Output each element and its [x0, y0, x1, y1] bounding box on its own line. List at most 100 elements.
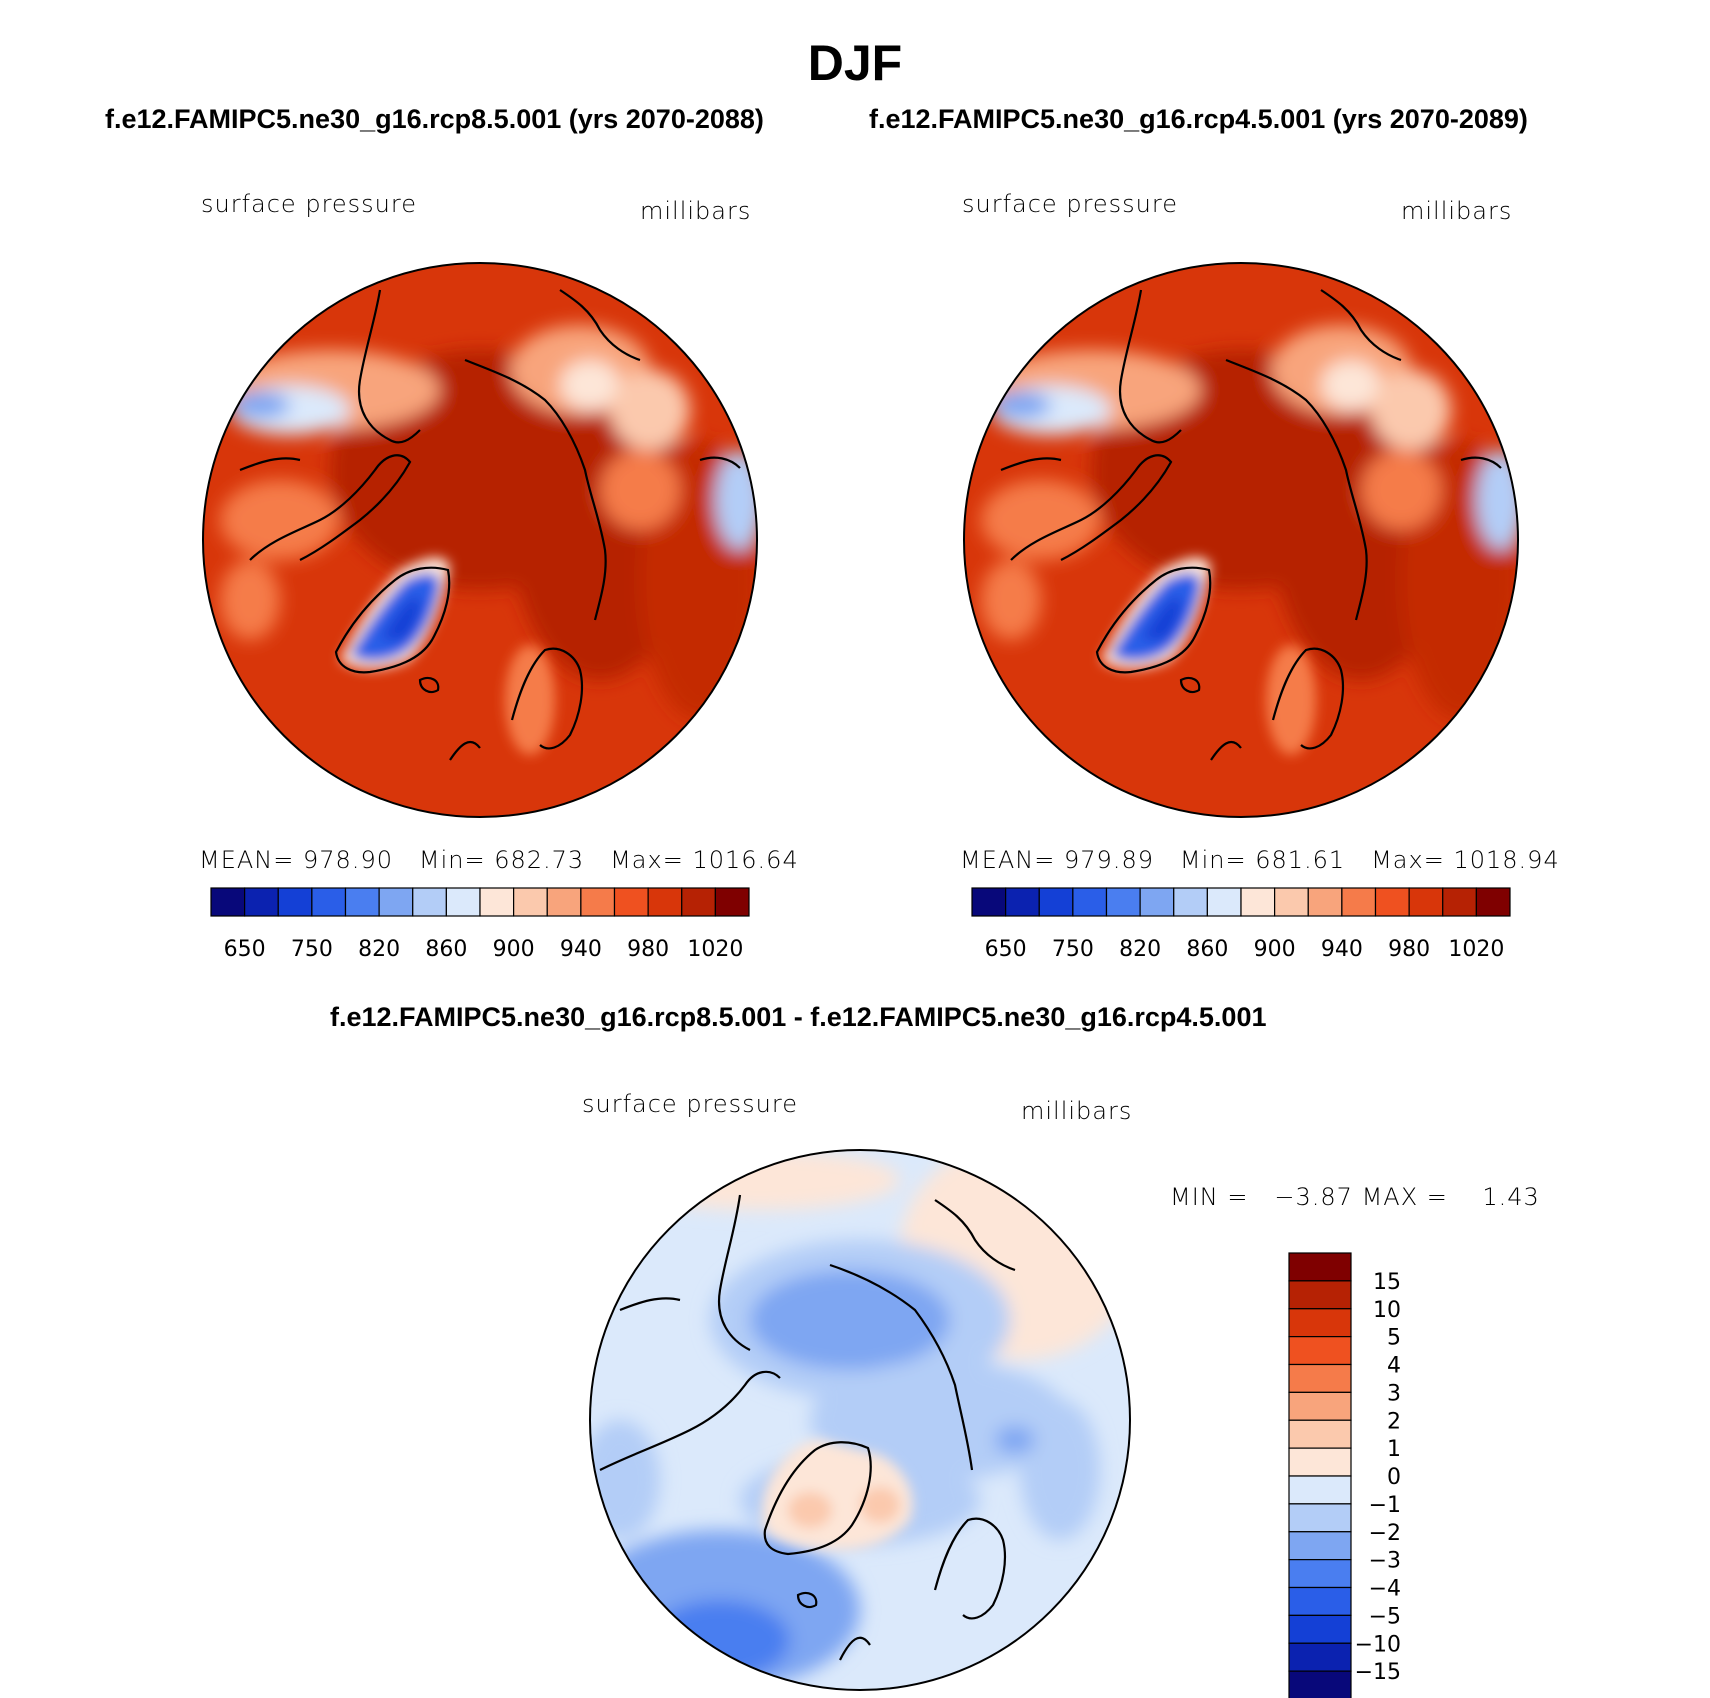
panel-2-stats: MEAN= 979.89 Min= 681.61 Max= 1018.94 [960, 846, 1560, 874]
panel-2-colorbar-tick-label: 1020 [1448, 937, 1504, 962]
diff-panel-title: f.e12.FAMIPC5.ne30_g16.rcp8.5.001 - f.e1… [330, 1002, 1267, 1032]
diff-colorbar-swatch [1288, 1475, 1352, 1505]
panel-2-colorbar-swatch [1038, 887, 1074, 917]
panel-1-colorbar-tick-label: 900 [493, 937, 535, 962]
diff-variable-label: surface pressure [582, 1090, 798, 1118]
panel-1-colorbar-tick-label: 820 [358, 937, 400, 962]
panel-1-colorbar-swatch [210, 887, 246, 917]
diff-min-label: MIN = [1170, 1183, 1249, 1211]
diff-colorbar-swatch [1288, 1252, 1352, 1282]
diff-colorbar-tick-label: 4 [1387, 1354, 1401, 1379]
panel-2-colorbar-tick-label: 980 [1388, 937, 1430, 962]
diff-colorbar-swatch [1288, 1391, 1352, 1421]
panel-2-colorbar-swatch [1408, 887, 1444, 917]
panel-2-colorbar-swatch [1475, 887, 1511, 917]
panel-2-colorbar-swatch [971, 887, 1007, 917]
diff-colorbar-tick-label: −5 [1369, 1604, 1401, 1629]
diff-colorbar-swatch [1288, 1308, 1352, 1338]
panel-1-colorbar-tick-label: 860 [425, 937, 467, 962]
diff-colorbar-tick-label: 3 [1387, 1381, 1401, 1406]
panel-1-colorbar-tick-label: 650 [224, 937, 266, 962]
panel-2-case-title: f.e12.FAMIPC5.ne30_g16.rcp4.5.001 (yrs 2… [869, 104, 1528, 134]
diff-colorbar-swatch [1288, 1531, 1352, 1561]
panel-1-colorbar: 650 750 820 860 900 940 980 1020 [210, 887, 750, 962]
panel-1-min-value: 682.73 [494, 846, 585, 874]
diff-colorbar-swatch [1288, 1336, 1352, 1366]
panel-2-colorbar-swatch [1139, 887, 1175, 917]
diff-map [590, 1150, 1130, 1690]
panel-2-max-value: 1018.94 [1453, 846, 1560, 874]
diff-units-label: millibars [1021, 1097, 1133, 1125]
diff-min-value: −3.87 [1274, 1183, 1353, 1211]
diff-colorbar-tick-label: 0 [1387, 1465, 1401, 1490]
diff-colorbar-swatch [1288, 1503, 1352, 1533]
panel-2-colorbar-swatch [1105, 887, 1141, 917]
panel-2-colorbar-swatch [1274, 887, 1309, 917]
panel-1-colorbar-swatch [244, 887, 279, 917]
panel-1-colorbar-swatch [546, 887, 582, 917]
panel-1-mean-label: MEAN= [199, 846, 295, 874]
panel-1-colorbar-tick-label: 980 [627, 937, 669, 962]
panel-1-colorbar-swatch [513, 887, 548, 917]
diff-colorbar-tick-label: 15 [1373, 1270, 1401, 1295]
panel-2-colorbar: 650 750 820 860 900 940 980 1020 [971, 887, 1511, 962]
panel-2-min-label: Min= [1179, 846, 1247, 874]
panel-1-case-title: f.e12.FAMIPC5.ne30_g16.rcp8.5.001 (yrs 2… [105, 104, 764, 134]
panel-1-colorbar-swatch [681, 887, 716, 917]
panel-2-colorbar-swatch [1005, 887, 1040, 917]
panel-1-min-label: Min= [418, 846, 486, 874]
panel-1-colorbar-swatch [445, 887, 481, 917]
diff-colorbar-tick-label: −15 [1355, 1660, 1401, 1685]
diff-colorbar-tick-label: −10 [1355, 1632, 1401, 1657]
panel-2-colorbar-swatch [1442, 887, 1477, 917]
panel-1-colorbar-swatch [344, 887, 380, 917]
panel-2-colorbar-swatch [1341, 887, 1377, 917]
panel-2-colorbar-swatch [1240, 887, 1276, 917]
diff-colorbar-swatch [1288, 1586, 1352, 1616]
panel-1-map [203, 263, 757, 817]
diff-colorbar-swatch [1288, 1559, 1352, 1589]
diff-colorbar-tick-label: 5 [1387, 1326, 1401, 1351]
panel-2-colorbar-swatch [1307, 887, 1343, 917]
panel-2-units-label: millibars [1401, 197, 1513, 225]
panel-2-min-value: 681.61 [1255, 846, 1346, 874]
panel-2-colorbar-tick-label: 750 [1052, 937, 1094, 962]
diff-max-label: MAX = [1361, 1183, 1448, 1211]
panel-1-colorbar-tick-label: 1020 [687, 937, 743, 962]
diff-colorbar-swatch [1288, 1419, 1352, 1449]
diff-colorbar-swatch [1288, 1614, 1352, 1644]
panel-2-colorbar-tick-label: 820 [1119, 937, 1161, 962]
diff-colorbar-swatch [1288, 1280, 1352, 1310]
panel-2-colorbar-swatch [1072, 887, 1108, 917]
panel-2-colorbar-tick-label: 940 [1321, 937, 1363, 962]
panel-2-map-border [963, 262, 1519, 818]
panel-1-colorbar-swatch [378, 887, 414, 917]
panel-2-variable-label: surface pressure [962, 190, 1178, 218]
panel-1-colorbar-swatch [580, 887, 616, 917]
panel-1-colorbar-swatch [479, 887, 515, 917]
diff-colorbar-swatch [1288, 1670, 1352, 1698]
panel-1-mean-value: 978.90 [303, 846, 393, 874]
panel-2-colorbar-swatch [1173, 887, 1208, 917]
panel-1-map-border [202, 262, 758, 818]
panel-2-mean-label: MEAN= [960, 846, 1056, 874]
diff-stats: MIN = −3.87 MAX = 1.43 [1170, 1183, 1540, 1211]
panel-1-colorbar-swatch [412, 887, 447, 917]
panel-1-colorbar-tick-label: 750 [291, 937, 333, 962]
panel-2-colorbar-swatch [1206, 887, 1242, 917]
diff-colorbar-tick-label: −3 [1369, 1549, 1401, 1574]
panel-2-colorbar-swatch [1374, 887, 1410, 917]
diff-colorbar-swatch [1288, 1447, 1352, 1477]
panel-1-colorbar-swatch [714, 887, 750, 917]
panel-2-colorbar-tick-label: 650 [985, 937, 1027, 962]
panel-2-colorbar-tick-label: 900 [1254, 937, 1296, 962]
diff-colorbar-tick-label: 10 [1373, 1298, 1401, 1323]
diff-coastlines [599, 1194, 1016, 1661]
diff-colorbar-tick-label: −1 [1369, 1493, 1401, 1518]
panel-2-coastlines [1000, 289, 1502, 761]
panel-1-colorbar-swatch [613, 887, 649, 917]
diff-map-border [589, 1149, 1131, 1691]
panel-1-colorbar-swatch [647, 887, 683, 917]
